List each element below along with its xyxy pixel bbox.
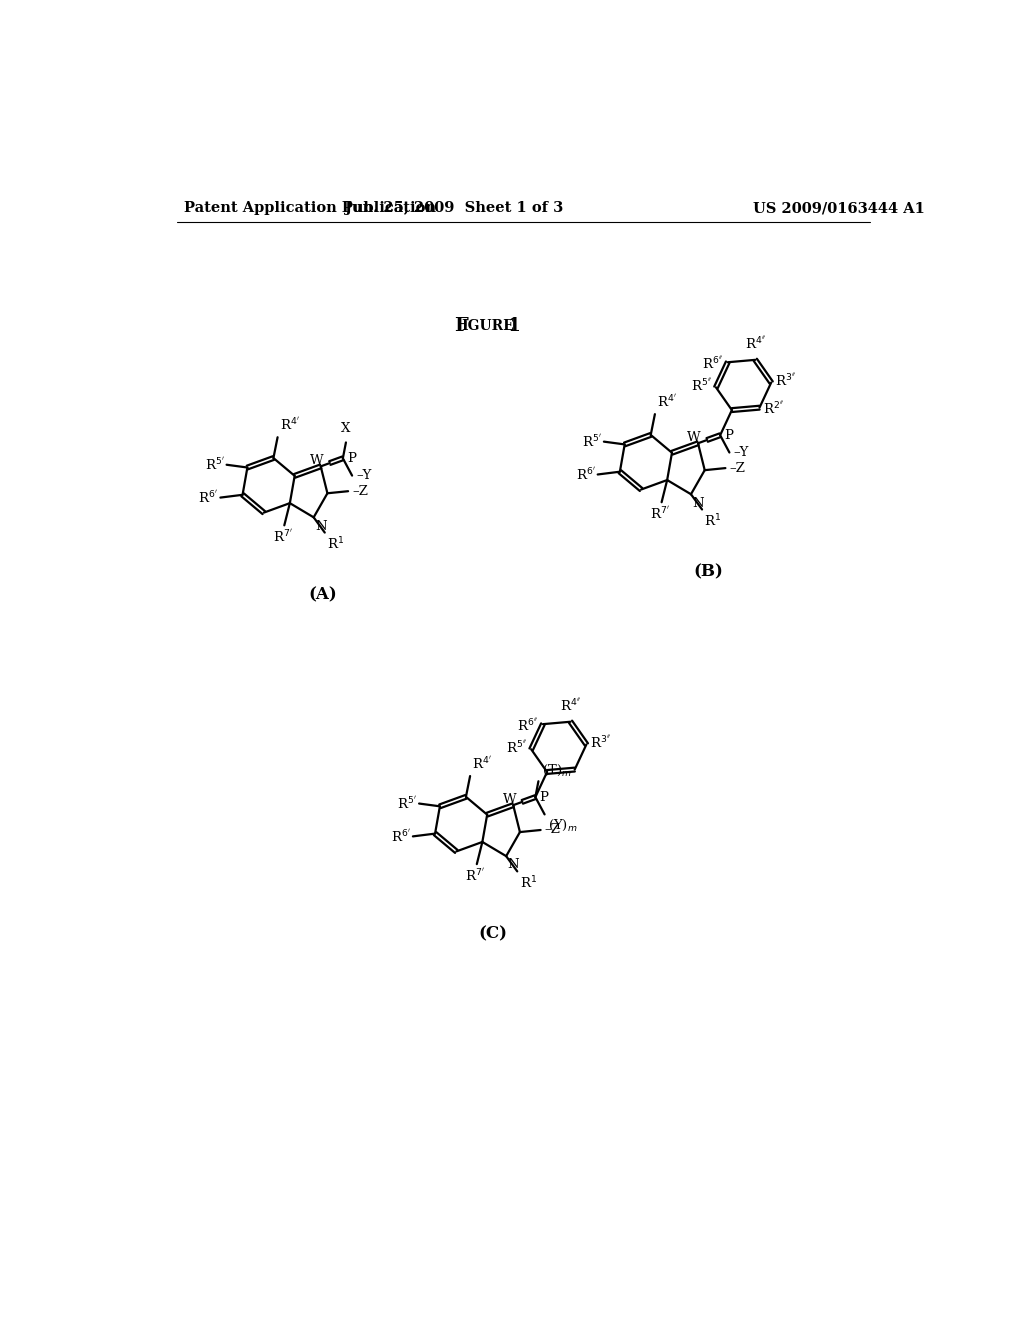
Text: N: N bbox=[508, 858, 519, 871]
Text: R$^{5''}$: R$^{5''}$ bbox=[506, 739, 527, 756]
Text: R$^{6''}$: R$^{6''}$ bbox=[517, 718, 539, 734]
Text: R$^{4'}$: R$^{4'}$ bbox=[472, 756, 493, 772]
Text: –Y: –Y bbox=[356, 469, 372, 482]
Text: (B): (B) bbox=[693, 564, 723, 581]
Text: R$^{6'}$: R$^{6'}$ bbox=[391, 828, 411, 845]
Text: P: P bbox=[724, 429, 733, 442]
Text: (A): (A) bbox=[308, 586, 338, 603]
Text: R$^{1}$: R$^{1}$ bbox=[327, 536, 344, 552]
Text: F: F bbox=[454, 317, 468, 335]
Text: R$^{6'}$: R$^{6'}$ bbox=[575, 466, 595, 483]
Text: (C): (C) bbox=[478, 925, 507, 942]
Text: X: X bbox=[341, 422, 350, 434]
Text: N: N bbox=[315, 520, 327, 533]
Text: R$^{2''}$: R$^{2''}$ bbox=[763, 401, 784, 417]
Text: R$^{6''}$: R$^{6''}$ bbox=[702, 355, 724, 372]
Text: R$^{1}$: R$^{1}$ bbox=[519, 874, 537, 891]
Text: IGURE: IGURE bbox=[462, 319, 514, 333]
Text: P: P bbox=[540, 791, 548, 804]
Text: N: N bbox=[692, 496, 705, 510]
Text: R$^{4''}$: R$^{4''}$ bbox=[744, 335, 766, 352]
Text: R$^{7'}$: R$^{7'}$ bbox=[465, 869, 485, 884]
Text: W: W bbox=[687, 432, 701, 444]
Text: US 2009/0163444 A1: US 2009/0163444 A1 bbox=[753, 202, 925, 215]
Text: –Z: –Z bbox=[352, 484, 368, 498]
Text: –Y: –Y bbox=[733, 446, 749, 459]
Text: R$^{5'}$: R$^{5'}$ bbox=[397, 796, 417, 812]
Text: (Y)$_m$: (Y)$_m$ bbox=[548, 817, 578, 833]
Text: R$^{3''}$: R$^{3''}$ bbox=[590, 735, 611, 751]
Text: (T)$_m$: (T)$_m$ bbox=[542, 763, 571, 779]
Text: R$^{5''}$: R$^{5''}$ bbox=[690, 378, 712, 393]
Text: R$^{4'}$: R$^{4'}$ bbox=[657, 395, 677, 411]
Text: –Z: –Z bbox=[545, 824, 560, 837]
Text: R$^{3''}$: R$^{3''}$ bbox=[775, 372, 797, 389]
Text: R$^{4''}$: R$^{4''}$ bbox=[560, 698, 582, 714]
Text: R$^{1}$: R$^{1}$ bbox=[705, 512, 722, 529]
Text: R$^{5'}$: R$^{5'}$ bbox=[205, 457, 224, 473]
Text: W: W bbox=[503, 793, 516, 807]
Text: P: P bbox=[347, 451, 356, 465]
Text: R$^{7'}$: R$^{7'}$ bbox=[272, 529, 293, 545]
Text: –Z: –Z bbox=[729, 462, 745, 475]
Text: Jun. 25, 2009  Sheet 1 of 3: Jun. 25, 2009 Sheet 1 of 3 bbox=[345, 202, 563, 215]
Text: R$^{6'}$: R$^{6'}$ bbox=[199, 490, 218, 506]
Text: 1: 1 bbox=[502, 317, 520, 335]
Text: R$^{7'}$: R$^{7'}$ bbox=[650, 506, 670, 523]
Text: W: W bbox=[310, 454, 324, 467]
Text: Patent Application Publication: Patent Application Publication bbox=[184, 202, 436, 215]
Text: R$^{5'}$: R$^{5'}$ bbox=[582, 433, 601, 450]
Text: R$^{4'}$: R$^{4'}$ bbox=[280, 417, 300, 433]
